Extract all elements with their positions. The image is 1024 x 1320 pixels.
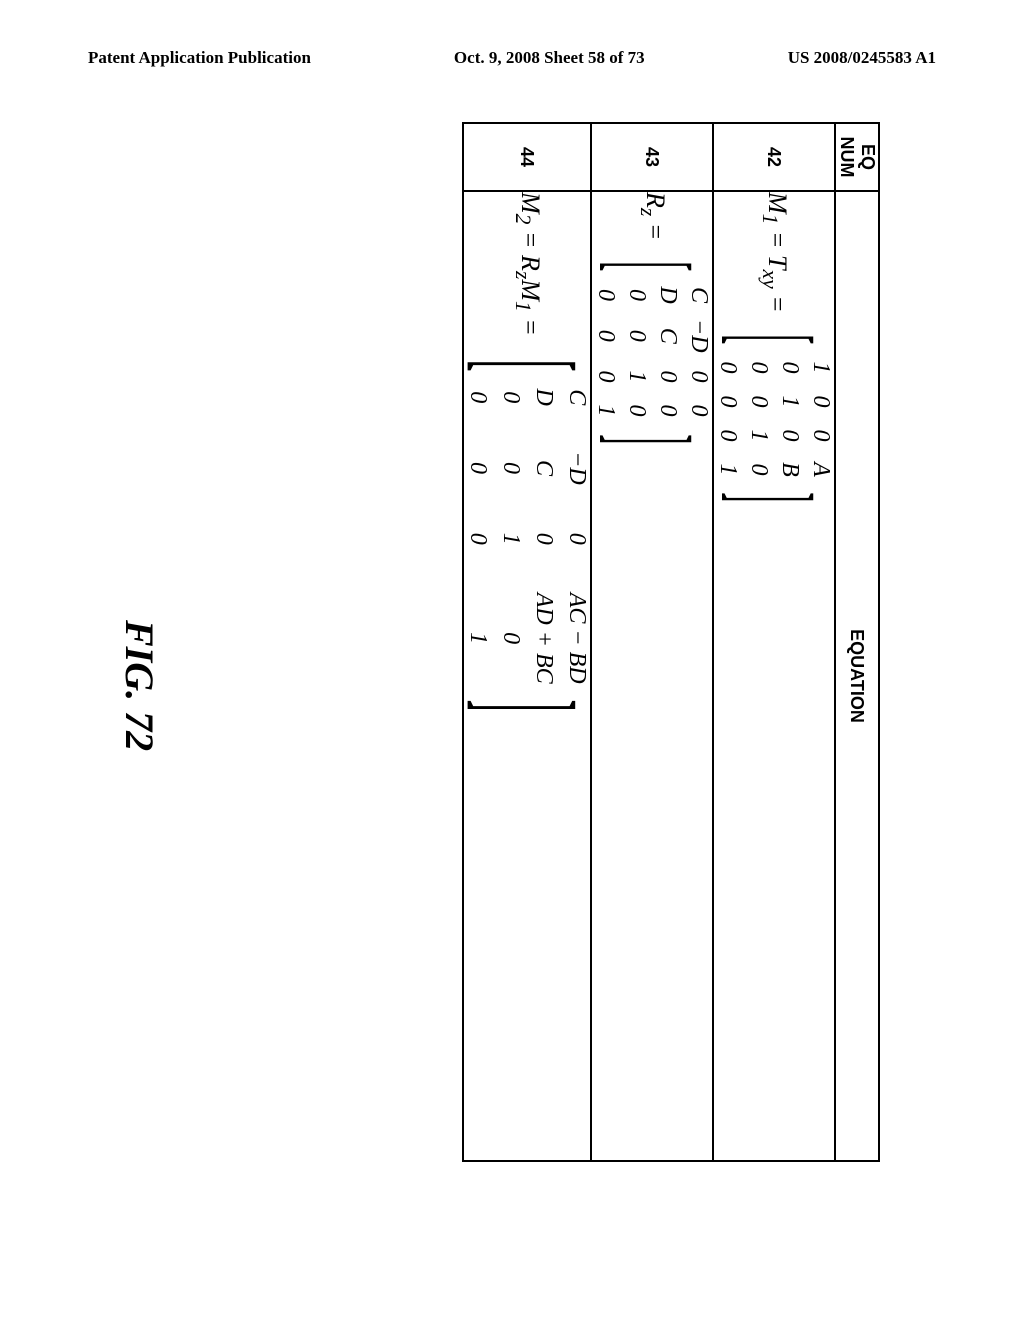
eq-num-cell: 43 <box>591 123 713 191</box>
matrix-cell: D <box>654 285 681 305</box>
bracket-left: [ <box>611 262 694 272</box>
matrix-cell: 0 <box>464 529 491 549</box>
matrix-cell: 0 <box>464 451 491 485</box>
rotated-content: EQ NUM EQUATION 42 M1 = Txy = [ 100A010B… <box>120 100 880 1180</box>
matrix: [ C−D00DC0000100001 ] <box>592 248 712 457</box>
eq-num: 44 <box>518 147 538 167</box>
bracket-right: ] <box>478 699 576 711</box>
equation: Rz = [ C−D00DC0000100001 ] <box>592 192 712 457</box>
matrix-cell: −D <box>563 451 590 485</box>
matrix-cell: 0 <box>807 391 834 411</box>
col-header-equation: EQUATION <box>835 191 879 1161</box>
eq-num-cell: 44 <box>463 123 591 191</box>
matrix-body: C−D0AC − BDDC0AD + BC00100001 <box>464 387 590 683</box>
matrix-cell: 0 <box>685 401 712 421</box>
matrix-cell: B <box>776 459 803 479</box>
table-header-row: EQ NUM EQUATION <box>835 123 879 1161</box>
matrix-cell: 0 <box>623 401 650 421</box>
equation-cell: M1 = Txy = [ 100A010B00100001 ] <box>713 191 835 1161</box>
matrix-cell: 0 <box>714 391 741 411</box>
matrix-cell: 1 <box>745 425 772 445</box>
matrix-cell: 0 <box>592 319 619 353</box>
matrix-cell: −D <box>685 319 712 353</box>
figure-label: FIG. 72 <box>116 620 163 751</box>
matrix-cell: 0 <box>807 425 834 445</box>
matrix-body: 100A010B00100001 <box>714 357 834 479</box>
matrix-cell: 0 <box>497 593 524 684</box>
matrix-cell: C <box>530 451 557 485</box>
bracket-left: [ <box>478 360 576 372</box>
matrix-cell: 0 <box>745 459 772 479</box>
matrix-cell: AD + BC <box>530 593 557 684</box>
table-row: 44 M2 = RzM1 = [ C−D0AC − BDDC0AD + BC00… <box>463 123 591 1161</box>
matrix-cell: 0 <box>654 401 681 421</box>
equation-lhs: M2 = RzM1 = <box>509 192 544 336</box>
equation: M1 = Txy = [ 100A010B00100001 ] <box>714 192 834 516</box>
matrix: [ 100A010B00100001 ] <box>714 321 834 516</box>
matrix-cell: 1 <box>714 459 741 479</box>
eq-num: 43 <box>643 147 663 167</box>
matrix-cell: 0 <box>745 357 772 377</box>
matrix-cell: AC − BD <box>563 593 590 684</box>
figure-frame: EQ NUM EQUATION 42 M1 = Txy = [ 100A010B… <box>0 260 1024 1020</box>
matrix-cell: 0 <box>714 357 741 377</box>
table-row: 43 Rz = [ C−D00DC0000100001 ] <box>591 123 713 1161</box>
matrix-cell: C <box>563 387 590 407</box>
matrix-cell: 1 <box>497 529 524 549</box>
matrix-body: C−D00DC0000100001 <box>592 285 712 421</box>
matrix-cell: 1 <box>776 391 803 411</box>
matrix-cell: 0 <box>464 387 491 407</box>
header-left: Patent Application Publication <box>88 48 311 68</box>
bracket-right: ] <box>611 434 694 444</box>
matrix-cell: 0 <box>592 285 619 305</box>
bracket-left: [ <box>733 334 816 344</box>
matrix-cell: 1 <box>464 593 491 684</box>
table-row: 42 M1 = Txy = [ 100A010B00100001 ] <box>713 123 835 1161</box>
eq-num-cell: 42 <box>713 123 835 191</box>
eq-num: 42 <box>765 147 785 167</box>
matrix-cell: 0 <box>654 367 681 387</box>
col-header-eqnum: EQ NUM <box>835 123 879 191</box>
col-header-equation-text: EQUATION <box>848 629 868 723</box>
equation-cell: M2 = RzM1 = [ C−D0AC − BDDC0AD + BC00100… <box>463 191 591 1161</box>
matrix-cell: 0 <box>497 451 524 485</box>
matrix-cell: 0 <box>530 529 557 549</box>
header-center: Oct. 9, 2008 Sheet 58 of 73 <box>454 48 645 68</box>
header-right: US 2008/0245583 A1 <box>788 48 936 68</box>
matrix-cell: 0 <box>563 529 590 549</box>
matrix-cell: 0 <box>714 425 741 445</box>
matrix-cell: 0 <box>497 387 524 407</box>
matrix-cell: 1 <box>807 357 834 377</box>
matrix-cell: 0 <box>685 367 712 387</box>
bracket-right: ] <box>733 493 816 503</box>
matrix-cell: 0 <box>776 425 803 445</box>
matrix-cell: 0 <box>776 357 803 377</box>
equation-lhs: Rz = <box>634 192 669 240</box>
equation-lhs: M1 = Txy = <box>756 192 791 313</box>
matrix: [ C−D0AC − BDDC0AD + BC00100001 ] <box>464 344 590 727</box>
patent-header: Patent Application Publication Oct. 9, 2… <box>0 48 1024 68</box>
matrix-cell: 1 <box>623 367 650 387</box>
matrix-cell: 0 <box>745 391 772 411</box>
matrix-cell: C <box>685 285 712 305</box>
matrix-cell: 0 <box>623 319 650 353</box>
matrix-cell: A <box>807 459 834 479</box>
matrix-cell: 1 <box>592 401 619 421</box>
matrix-cell: D <box>530 387 557 407</box>
equation-cell: Rz = [ C−D00DC0000100001 ] <box>591 191 713 1161</box>
col-header-eqnum-text: EQ NUM <box>837 137 878 178</box>
equation: M2 = RzM1 = [ C−D0AC − BDDC0AD + BC00100… <box>464 192 590 727</box>
equation-table: EQ NUM EQUATION 42 M1 = Txy = [ 100A010B… <box>462 122 880 1162</box>
matrix-cell: C <box>654 319 681 353</box>
matrix-cell: 0 <box>623 285 650 305</box>
